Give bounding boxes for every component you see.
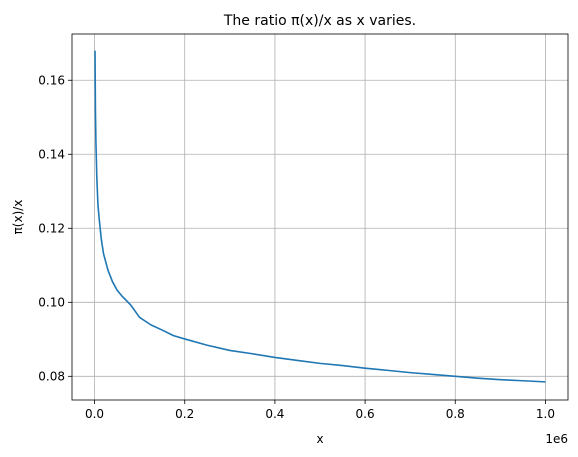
grid <box>72 34 568 400</box>
y-axis-ticks: 0.08 0.10 0.12 0.14 0.16 <box>38 73 72 383</box>
x-tick-label: 0.6 <box>356 407 375 421</box>
series-line-0 <box>94 50 546 383</box>
y-tick-label: 0.12 <box>38 221 65 235</box>
x-tick-label: 0.4 <box>265 407 284 421</box>
x-tick-label: 0.2 <box>175 407 194 421</box>
chart-title: The ratio π(x)/x as x varies. <box>223 13 416 29</box>
x-axis-label: x <box>316 432 323 446</box>
y-axis-label: π(x)/x <box>11 200 25 235</box>
x-axis-ticks: 0.0 0.2 0.4 0.6 0.8 1.0 <box>85 400 555 421</box>
x-axis-offset-label: 1e6 <box>545 432 568 446</box>
series-layer <box>94 50 546 383</box>
x-tick-label: 1.0 <box>536 407 555 421</box>
plot-frame <box>71 33 569 401</box>
y-tick-label: 0.10 <box>38 295 65 309</box>
y-tick-label: 0.08 <box>38 369 65 383</box>
y-tick-label: 0.16 <box>38 73 65 87</box>
y-tick-label: 0.14 <box>38 147 65 161</box>
x-tick-label: 0.0 <box>85 407 104 421</box>
x-tick-label: 0.8 <box>446 407 465 421</box>
